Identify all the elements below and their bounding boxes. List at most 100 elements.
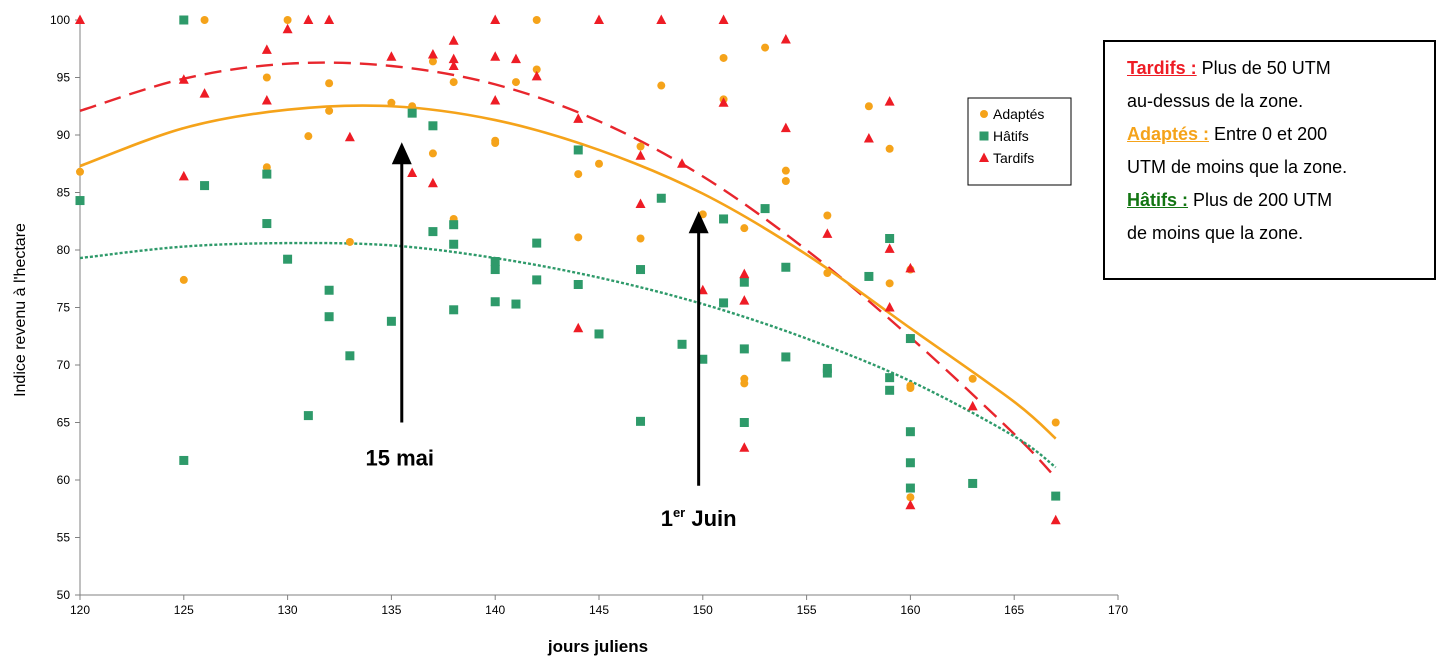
info-label-adaptes: Adaptés : — [1127, 124, 1210, 144]
point-adaptes — [595, 159, 603, 168]
y-tick-label: 65 — [57, 416, 71, 430]
point-adaptes — [76, 167, 84, 176]
point-hatifs — [739, 418, 749, 427]
point-hatifs — [905, 334, 915, 344]
point-hatifs — [490, 297, 500, 307]
arrow-head — [391, 142, 412, 165]
point-adaptes — [885, 144, 894, 153]
point-tardifs — [884, 243, 895, 253]
x-tick-label: 170 — [1108, 603, 1128, 617]
point-adaptes — [200, 16, 209, 24]
x-tick-label: 120 — [70, 603, 90, 617]
point-hatifs — [968, 478, 978, 488]
legend-label: Hâtifs — [993, 128, 1029, 144]
x-tick-label: 145 — [589, 603, 609, 617]
point-adaptes — [325, 106, 334, 115]
point-adaptes — [345, 237, 354, 246]
point-adaptes — [781, 177, 790, 185]
point-adaptes — [325, 79, 334, 88]
point-hatifs — [594, 329, 604, 339]
point-hatifs — [324, 312, 334, 322]
point-hatifs — [719, 298, 729, 308]
point-adaptes — [262, 73, 271, 82]
point-tardifs — [324, 14, 335, 24]
point-adaptes — [491, 139, 500, 148]
info-line: Adaptés : Entre 0 et 200 — [1127, 118, 1434, 151]
point-hatifs — [1051, 491, 1061, 501]
x-tick-label: 140 — [485, 603, 505, 617]
point-tardifs — [967, 400, 978, 411]
point-tardifs — [178, 170, 189, 181]
point-hatifs — [864, 271, 874, 281]
point-hatifs — [490, 265, 500, 275]
point-tardifs — [531, 70, 542, 81]
point-adaptes — [636, 234, 645, 243]
point-tardifs — [739, 442, 750, 452]
point-tardifs — [261, 44, 272, 54]
point-tardifs — [718, 14, 729, 24]
x-axis-label: jours juliens — [547, 637, 648, 656]
point-tardifs — [677, 158, 688, 168]
info-line: au-dessus de la zone. — [1127, 85, 1434, 118]
point-tardifs — [448, 35, 459, 45]
legend-label: Tardifs — [993, 150, 1034, 166]
point-hatifs — [449, 239, 459, 249]
point-tardifs — [739, 268, 750, 279]
point-tardifs — [427, 49, 438, 59]
y-tick-label: 100 — [50, 13, 70, 27]
point-tardifs — [780, 122, 791, 133]
point-tardifs — [178, 74, 189, 84]
point-tardifs — [697, 284, 708, 295]
point-tardifs — [905, 262, 916, 273]
info-line: Hâtifs : Plus de 200 UTM — [1127, 184, 1434, 217]
info-text: au-dessus de la zone. — [1127, 91, 1304, 111]
point-hatifs — [449, 305, 459, 315]
point-tardifs — [199, 88, 210, 98]
point-tardifs — [282, 23, 293, 34]
y-tick-label: 60 — [57, 473, 71, 487]
point-tardifs — [635, 150, 646, 160]
point-tardifs — [635, 198, 646, 208]
point-adaptes — [1051, 418, 1060, 427]
point-hatifs — [781, 262, 791, 272]
point-adaptes — [532, 65, 541, 74]
point-hatifs — [905, 427, 915, 437]
point-hatifs — [677, 339, 687, 349]
point-hatifs — [179, 455, 189, 465]
point-hatifs — [905, 483, 915, 493]
point-hatifs — [428, 121, 438, 131]
x-tick-label: 125 — [174, 603, 194, 617]
trendline-htifs — [79, 241, 1057, 469]
info-text: Entre 0 et 200 — [1209, 124, 1328, 144]
point-adaptes — [262, 163, 271, 172]
point-hatifs — [739, 344, 749, 354]
point-tardifs — [490, 51, 501, 61]
point-hatifs — [760, 204, 770, 214]
point-adaptes — [428, 57, 437, 66]
point-adaptes — [408, 102, 417, 111]
point-tardifs — [656, 14, 667, 24]
point-adaptes — [304, 132, 313, 141]
y-tick-label: 50 — [57, 588, 71, 602]
point-hatifs — [739, 277, 749, 287]
point-tardifs — [490, 14, 501, 24]
point-hatifs — [428, 227, 438, 237]
point-hatifs — [636, 265, 646, 275]
point-hatifs — [656, 193, 666, 203]
info-line: Tardifs : Plus de 50 UTM — [1127, 52, 1434, 85]
point-hatifs — [407, 108, 417, 118]
info-line: UTM de moins que la zone. — [1127, 151, 1434, 184]
legend-marker — [979, 152, 989, 162]
point-hatifs — [490, 257, 500, 266]
legend-label: Adaptés — [993, 106, 1044, 122]
point-hatifs — [885, 234, 895, 243]
point-adaptes — [511, 78, 520, 87]
y-tick-label: 90 — [57, 128, 71, 142]
point-tardifs — [344, 131, 355, 142]
point-tardifs — [490, 95, 501, 105]
chart-trendlines — [79, 61, 1057, 479]
point-hatifs — [511, 299, 521, 309]
chart-points — [75, 14, 1061, 525]
category-info-box: Tardifs : Plus de 50 UTM au-dessus de la… — [1103, 40, 1436, 280]
